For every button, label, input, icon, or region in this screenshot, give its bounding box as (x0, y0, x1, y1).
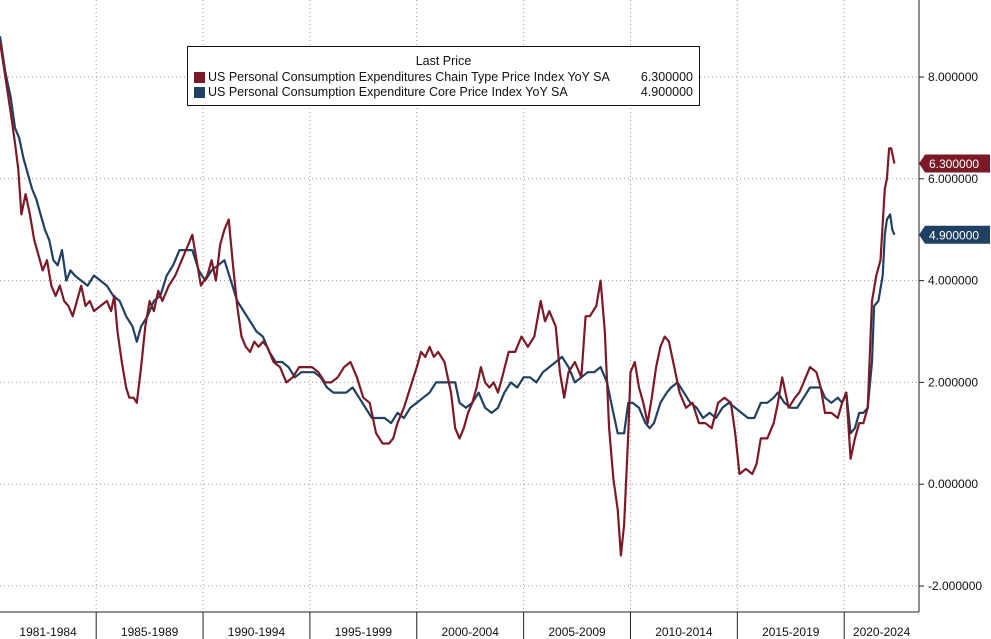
y-tick-label: -2.000000 (928, 579, 982, 593)
x-tick-label: 2000-2004 (441, 625, 499, 639)
x-tick-label: 1985-1989 (121, 625, 179, 639)
x-tick-label: 1981-1984 (19, 625, 77, 639)
legend-entry-core: US Personal Consumption Expenditure Core… (194, 85, 693, 100)
chart-legend: Last Price US Personal Consumption Expen… (187, 46, 700, 106)
series-line-headline-pce (0, 41, 896, 557)
legend-title: Last Price (415, 54, 472, 68)
y-tick-label: 2.000000 (928, 375, 978, 389)
chart-series (0, 36, 896, 557)
legend-swatch-core (194, 87, 205, 98)
x-tick-label: 2005-2009 (548, 625, 606, 639)
legend-swatch-headline (194, 72, 205, 83)
x-tick-label: 2010-2014 (655, 625, 713, 639)
x-tick-label: 2020-2024 (853, 625, 911, 639)
last-value-tag-shape (919, 225, 990, 244)
last-value-tag-label: 6.300000 (929, 157, 979, 171)
x-tick-label: 1995-1999 (335, 625, 393, 639)
last-value-tag-core: 4.900000 (919, 225, 990, 244)
series-line-core-pce (0, 36, 896, 435)
legend-label-core: US Personal Consumption Expenditure Core… (208, 85, 568, 99)
y-tick-label: 8.000000 (928, 70, 978, 84)
legend-value-core: 4.900000 (640, 85, 693, 99)
y-tick-label: 0.000000 (928, 477, 978, 491)
last-value-tag-shape (919, 154, 990, 173)
last-value-tag-label: 4.900000 (929, 228, 979, 242)
legend-value-headline: 6.300000 (640, 70, 693, 84)
x-tick-label: 2015-2019 (762, 625, 820, 639)
legend-label-headline: US Personal Consumption Expenditures Cha… (208, 70, 610, 84)
last-value-tag-headline: 6.300000 (919, 154, 990, 173)
legend-entry-headline: US Personal Consumption Expenditures Cha… (194, 70, 693, 85)
x-tick-label: 1990-1994 (228, 625, 286, 639)
y-tick-label: 6.000000 (928, 172, 978, 186)
y-tick-label: 4.000000 (928, 274, 978, 288)
